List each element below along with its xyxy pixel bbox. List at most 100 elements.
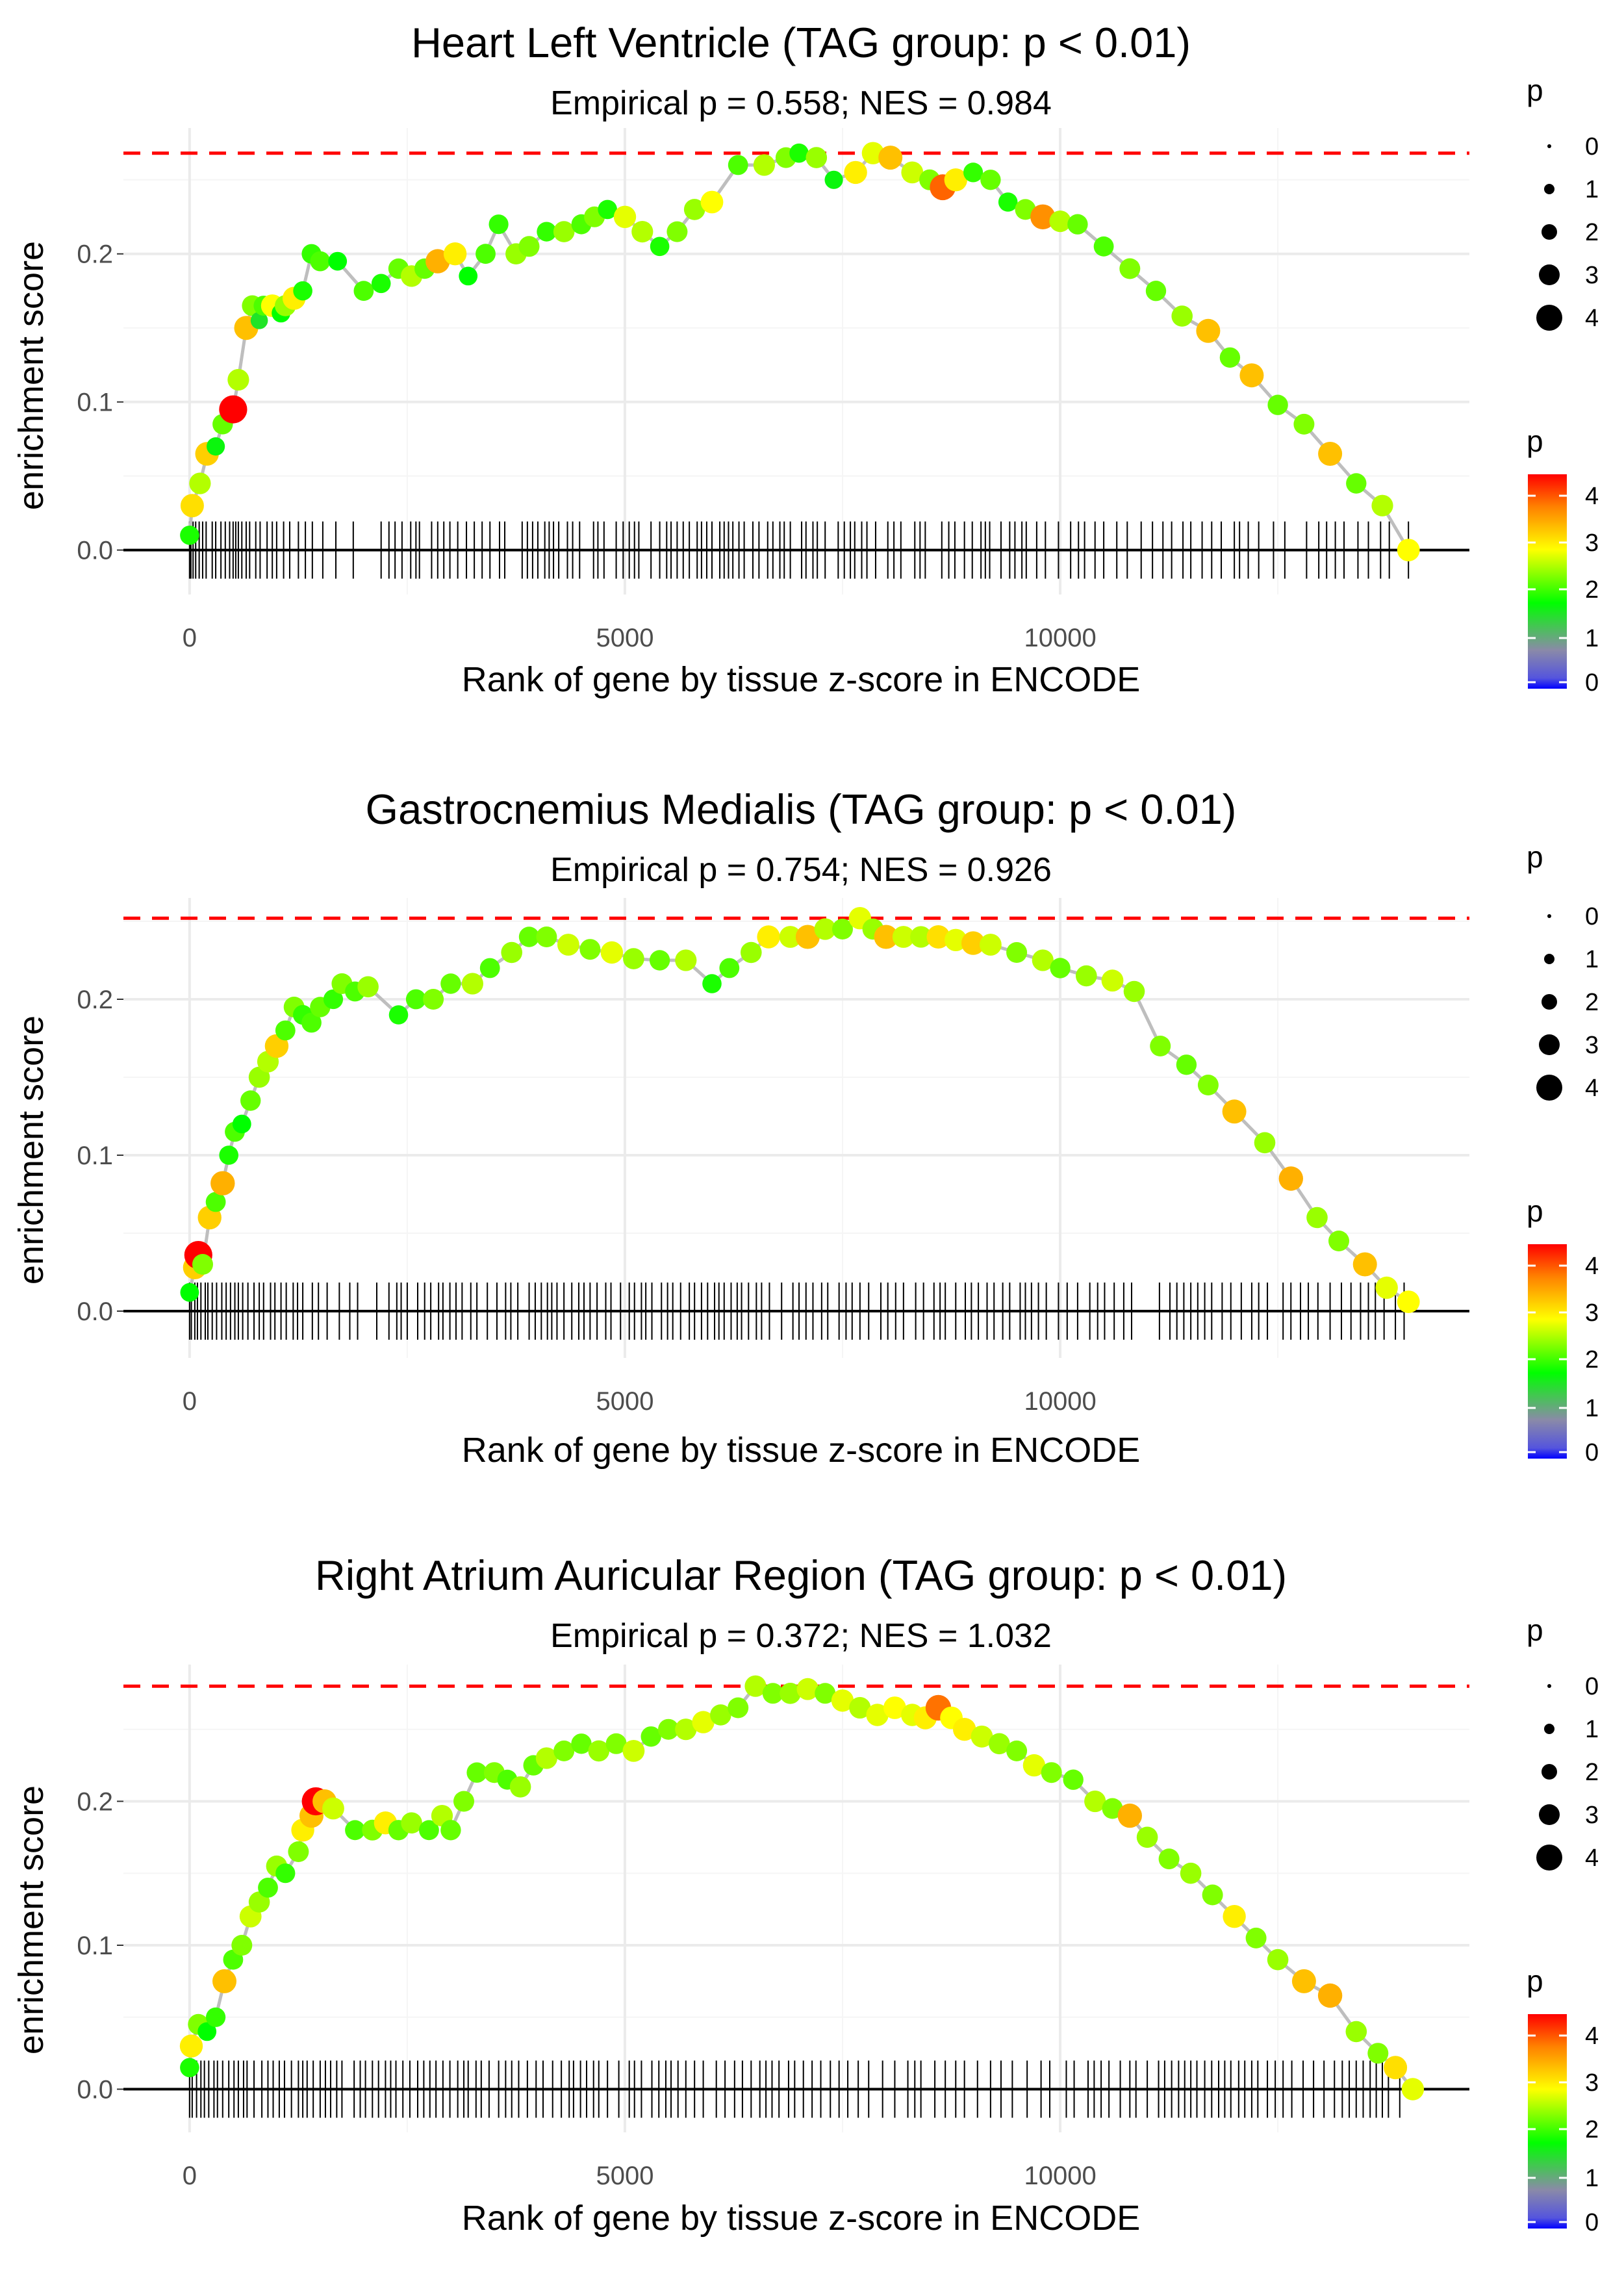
enrichment-point bbox=[753, 154, 775, 176]
enrichment-point bbox=[518, 236, 540, 257]
size-legend-dot-2 bbox=[1542, 224, 1557, 240]
chart-subtitle: Empirical p = 0.558; NES = 0.984 bbox=[550, 84, 1052, 122]
enrichment-point bbox=[1367, 2043, 1389, 2064]
enrichment-point bbox=[953, 1718, 976, 1741]
enrichment-point bbox=[1030, 204, 1056, 229]
x-axis-title: Rank of gene by tissue z-score in ENCODE bbox=[462, 1431, 1140, 1470]
enrichment-point bbox=[536, 926, 557, 947]
enrichment-point bbox=[1223, 1905, 1246, 1928]
enrichment-point bbox=[248, 1066, 270, 1088]
y-tick-label: 0.2 bbox=[77, 1787, 113, 1816]
enrichment-point bbox=[989, 1733, 1010, 1755]
enrichment-point bbox=[353, 281, 374, 301]
x-tick-label: 10000 bbox=[1024, 624, 1096, 652]
chart-panel-1: Heart Left Ventricle (TAG group: p < 0.0… bbox=[12, 19, 1599, 699]
y-tick-label: 0.1 bbox=[77, 1932, 113, 1960]
y-axis-title: enrichment score bbox=[12, 1785, 51, 2054]
enrichment-point bbox=[874, 925, 898, 949]
enrichment-point bbox=[1171, 305, 1193, 327]
enrichment-point bbox=[1145, 281, 1167, 301]
enrichment-point bbox=[476, 244, 496, 264]
colorbar-label-3: 3 bbox=[1585, 530, 1599, 557]
enrichment-point bbox=[328, 251, 348, 271]
size-legend-label-3: 3 bbox=[1585, 1032, 1599, 1059]
enrichment-point bbox=[683, 199, 705, 220]
enrichment-line bbox=[188, 1684, 1414, 2091]
x-axis-title: Rank of gene by tissue z-score in ENCODE bbox=[462, 2199, 1140, 2238]
enrichment-point bbox=[553, 221, 575, 242]
enrichment-point bbox=[1049, 211, 1071, 233]
enrichment-point bbox=[757, 925, 780, 949]
size-legend-title: p bbox=[1527, 73, 1543, 107]
colorbar-label-3: 3 bbox=[1585, 2069, 1599, 2097]
enrichment-point bbox=[675, 949, 697, 971]
size-legend-label-2: 2 bbox=[1585, 1759, 1599, 1786]
size-legend-label-3: 3 bbox=[1585, 1802, 1599, 1829]
enrichment-point bbox=[323, 989, 344, 1010]
x-tick-label: 0 bbox=[183, 2162, 197, 2190]
enrichment-point bbox=[796, 1678, 819, 1700]
size-legend-label-3: 3 bbox=[1585, 262, 1599, 289]
enrichment-point bbox=[1102, 1798, 1123, 1819]
enrichment-point bbox=[509, 1776, 531, 1798]
enrichment-point bbox=[700, 190, 724, 214]
enrichment-point bbox=[310, 251, 331, 272]
enrichment-point bbox=[1006, 942, 1028, 963]
y-tick-label: 0.2 bbox=[77, 240, 113, 269]
enrichment-point bbox=[288, 1841, 309, 1862]
enrichment-point bbox=[461, 973, 484, 995]
enrichment-point bbox=[789, 143, 809, 163]
x-tick-label: 0 bbox=[183, 624, 197, 652]
enrichment-point bbox=[537, 222, 557, 242]
enrichment-point bbox=[779, 926, 802, 948]
color-legend-title: p bbox=[1527, 424, 1543, 458]
enrichment-point bbox=[1328, 1231, 1349, 1251]
size-legend-dot-4 bbox=[1536, 1075, 1562, 1101]
y-tick-label: 0.0 bbox=[77, 537, 113, 565]
chart-panel-2: Gastrocnemius Medialis (TAG group: p < 0… bbox=[12, 786, 1599, 1470]
chart-title: Right Atrium Auricular Region (TAG group… bbox=[315, 1552, 1287, 1599]
size-legend-label-1: 1 bbox=[1585, 1716, 1599, 1743]
colorbar-label-1: 1 bbox=[1585, 1395, 1599, 1422]
enrichment-point bbox=[357, 976, 379, 998]
enrichment-point bbox=[197, 2022, 217, 2041]
enrichment-point bbox=[1067, 214, 1088, 235]
enrichment-point bbox=[1352, 1252, 1377, 1277]
enrichment-point bbox=[219, 395, 247, 424]
plot-area: 0.0 0.1 0.2 0 5000 10000 bbox=[77, 1665, 1469, 2190]
size-legend-dot-1 bbox=[1544, 954, 1554, 964]
enrichment-point bbox=[1006, 1740, 1028, 1761]
enrichment-point bbox=[631, 221, 653, 243]
enrichment-point bbox=[1093, 236, 1114, 257]
enrichment-point bbox=[1136, 1826, 1158, 1848]
enrichment-point bbox=[443, 242, 467, 266]
enrichment-point bbox=[293, 281, 312, 301]
enrichment-point bbox=[971, 1725, 993, 1748]
enrichment-point bbox=[501, 941, 522, 964]
size-legend: p 0 1 2 3 4 bbox=[1527, 840, 1599, 1102]
enrichment-point bbox=[207, 437, 225, 456]
enrichment-point bbox=[1063, 1769, 1084, 1790]
enrichment-point bbox=[479, 958, 500, 978]
enrichment-point bbox=[728, 1697, 749, 1718]
enrichment-point bbox=[1196, 318, 1221, 343]
size-legend-label-4: 4 bbox=[1585, 305, 1599, 332]
enrichment-point bbox=[588, 1740, 610, 1762]
enrichment-point bbox=[741, 941, 762, 964]
enrichment-point bbox=[180, 2058, 199, 2078]
size-legend-dot-0 bbox=[1547, 144, 1551, 148]
enrichment-point bbox=[926, 925, 950, 949]
enrichment-point bbox=[878, 146, 903, 170]
chart-panel-3: Right Atrium Auricular Region (TAG group… bbox=[12, 1552, 1599, 2238]
enrichment-point bbox=[815, 1683, 836, 1704]
enrichment-point bbox=[650, 236, 670, 257]
enrichment-point bbox=[205, 1192, 226, 1212]
enrichment-point bbox=[1293, 413, 1315, 435]
x-tick-label: 0 bbox=[183, 1387, 197, 1416]
enrichment-point bbox=[692, 1711, 715, 1733]
enrichment-point bbox=[1222, 1099, 1247, 1124]
enrichment-point bbox=[488, 214, 509, 235]
enrichment-point bbox=[831, 1689, 854, 1712]
enrichment-point bbox=[405, 989, 426, 1010]
enrichment-point bbox=[1084, 1790, 1106, 1813]
